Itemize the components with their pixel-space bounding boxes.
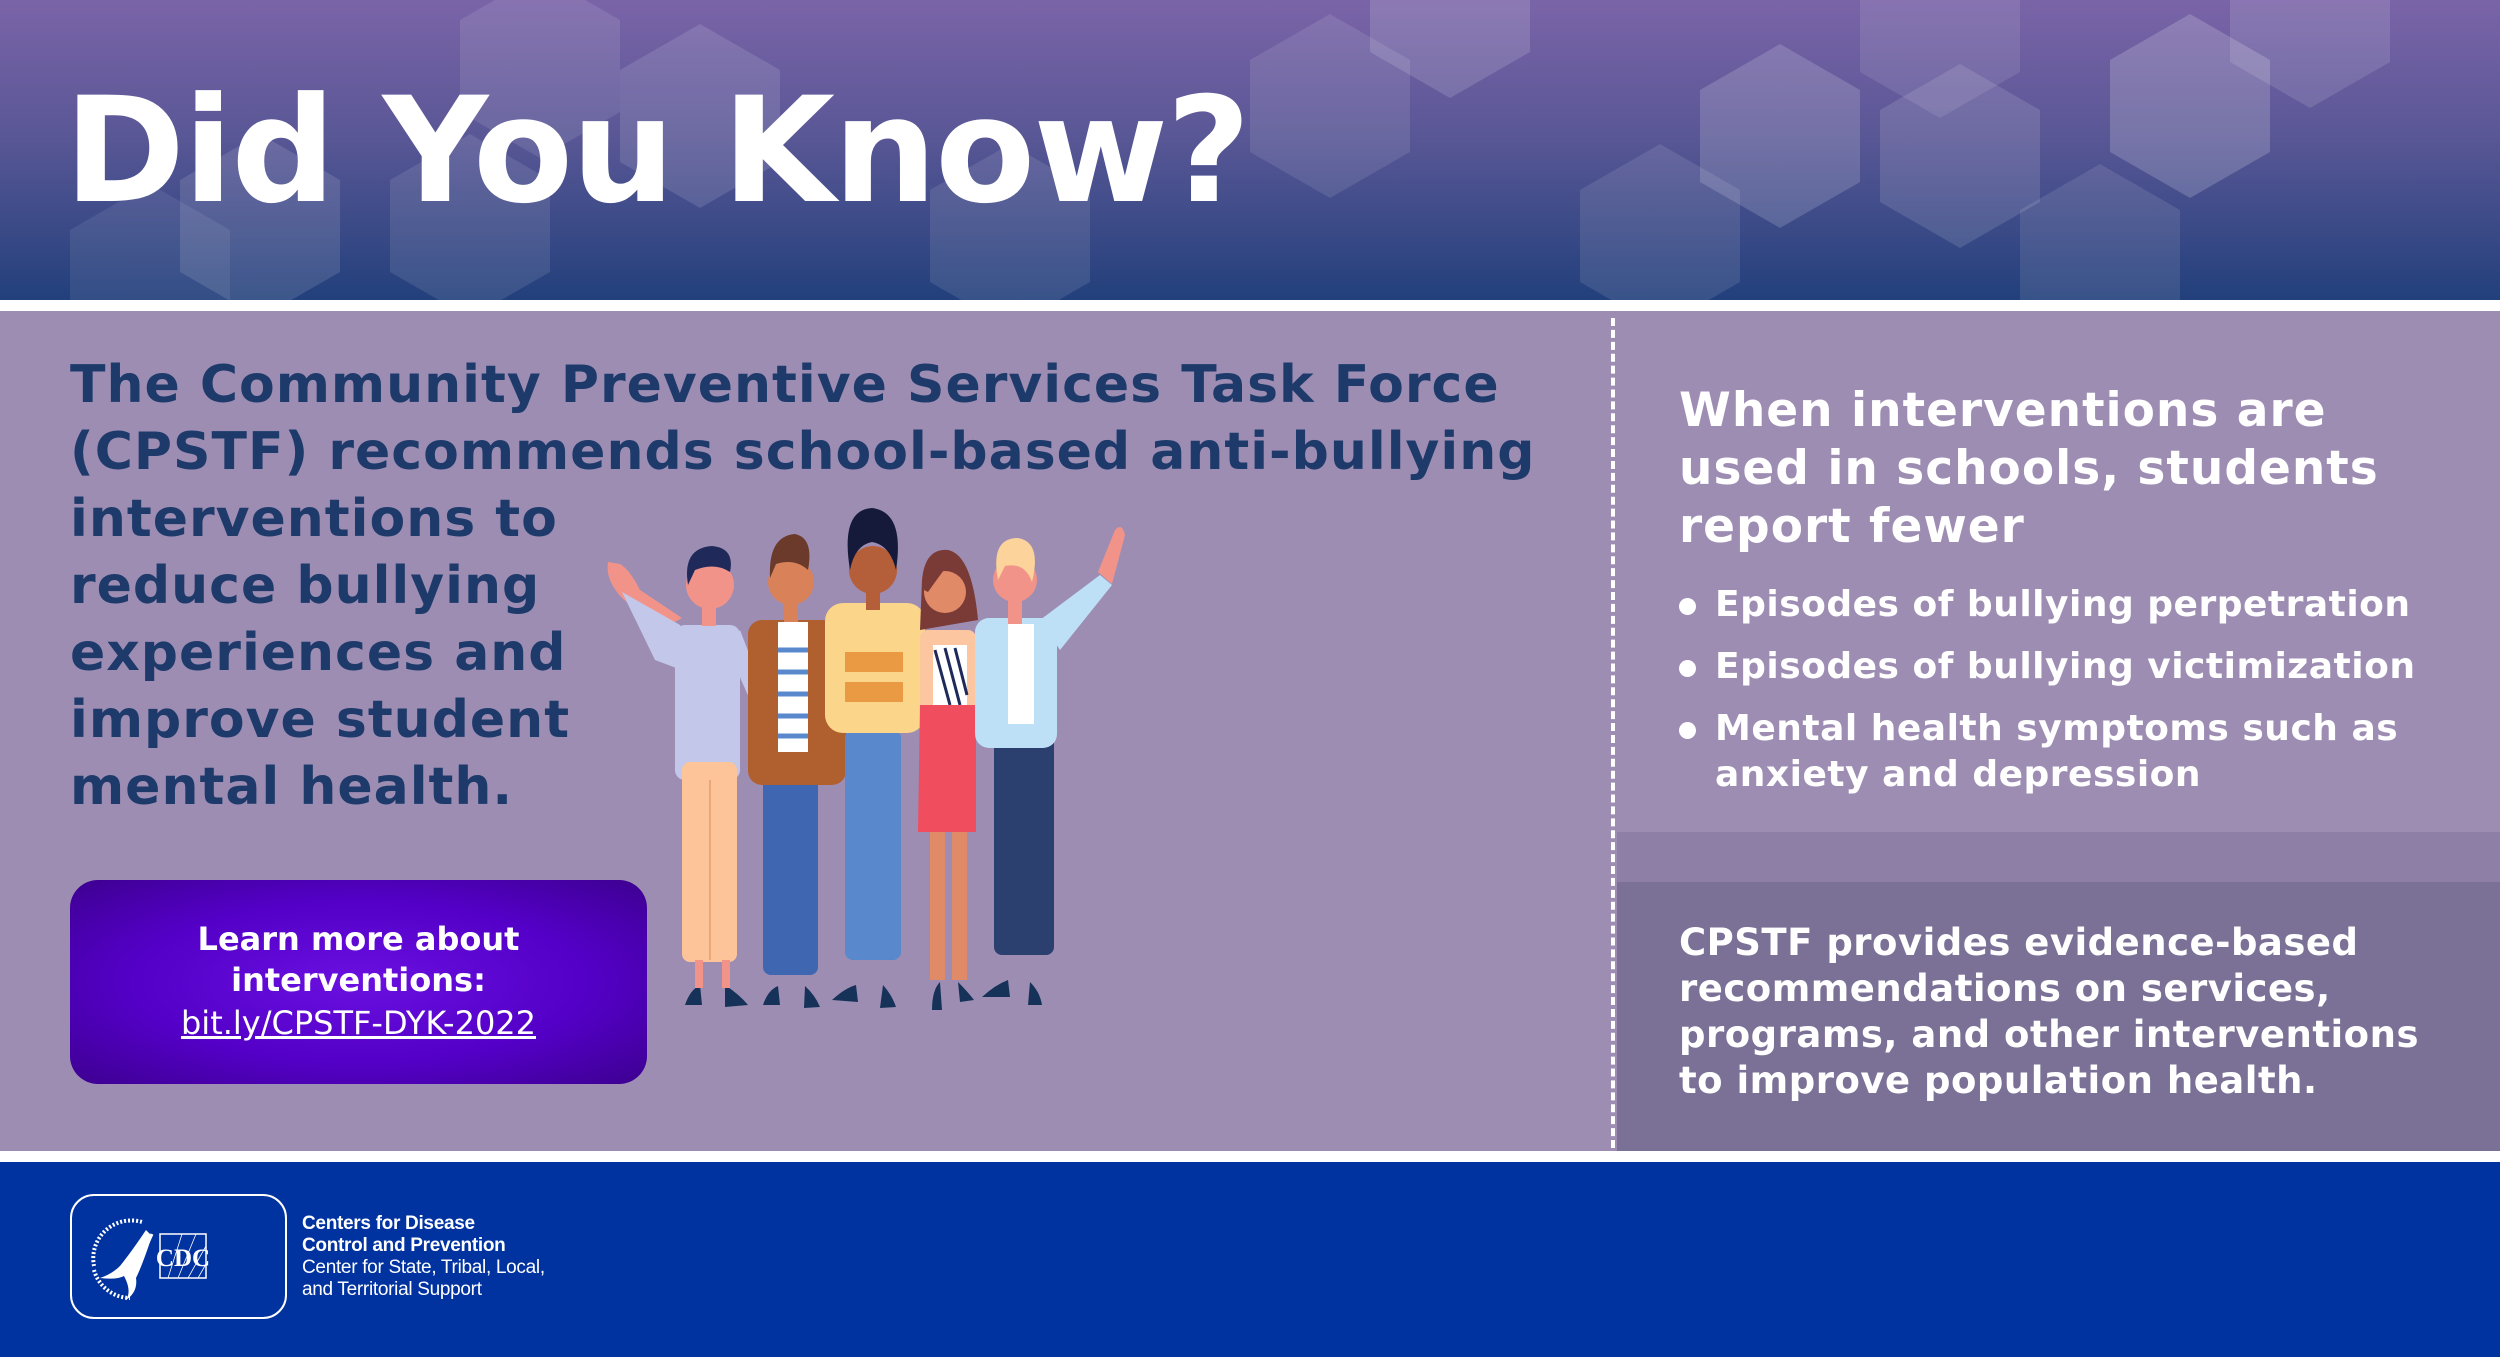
cdc-logo-text: CDC	[156, 1245, 210, 1272]
hhs-cdc-logo: CDC	[70, 1194, 287, 1319]
footer-org-text: Centers for Disease Control and Preventi…	[302, 1213, 545, 1301]
org-center-line: and Territorial Support	[302, 1279, 482, 1300]
list-item-text: Episodes of bullying perpetration	[1715, 584, 2411, 625]
list-item: Episodes of bullying victimization	[1679, 644, 2479, 690]
people-illustration	[607, 508, 1125, 1010]
results-heading: When interventions are used in schools, …	[1679, 382, 2479, 556]
learn-more-label: interventions:	[231, 961, 486, 999]
person-illustration	[825, 508, 925, 1008]
recommendation-line: interventions to	[70, 489, 558, 549]
learn-more-link[interactable]: bit.ly/CPSTF-DYK-2022	[180, 1004, 537, 1042]
results-heading-line: used in schools, students	[1679, 441, 2379, 496]
panel-band	[1617, 832, 2500, 882]
about-text: CPSTF provides evidence-based recommenda…	[1679, 920, 2479, 1104]
bullet-icon	[1679, 598, 1696, 615]
list-item: Episodes of bullying perpetration	[1679, 582, 2479, 628]
bullet-icon	[1679, 660, 1696, 677]
person-illustration	[748, 534, 846, 1008]
learn-more-button[interactable]: Learn more about interventions: bit.ly/C…	[70, 880, 647, 1084]
recommendation-line: improve student	[70, 690, 571, 750]
list-item-text: Mental health symptoms such as anxiety a…	[1715, 708, 2399, 795]
about-line: to improve population health.	[1679, 1059, 2318, 1102]
divider-top	[0, 300, 2500, 311]
org-name-line: Centers for Disease	[302, 1213, 475, 1234]
recommendation-line: reduce bullying	[70, 556, 541, 616]
hexagon-pattern	[70, 0, 2390, 300]
list-item: Mental health symptoms such as anxiety a…	[1679, 706, 2479, 798]
recommendation-text: The Community Preventive Services Task F…	[70, 352, 1610, 821]
person-illustration	[918, 549, 978, 1010]
recommendation-line: experiences and	[70, 623, 567, 683]
footer	[0, 1162, 2500, 1357]
learn-more-label: Learn more about	[197, 920, 520, 958]
cdc-logo-icon	[159, 1233, 207, 1279]
about-panel	[1617, 882, 2500, 1151]
person-illustration	[607, 546, 765, 1007]
results-list: Episodes of bullying perpetration Episod…	[1679, 582, 2479, 814]
dashed-divider	[1611, 318, 1615, 1148]
org-center-line: Center for State, Tribal, Local,	[302, 1257, 545, 1278]
about-line: CPSTF provides evidence-based	[1679, 921, 2359, 964]
bullet-icon	[1679, 722, 1696, 739]
about-line: programs, and other interventions	[1679, 1013, 2419, 1056]
about-line: recommendations on services,	[1679, 967, 2331, 1010]
recommendation-line: (CPSTF) recommends school-based anti-bul…	[70, 422, 1536, 482]
results-heading-line: report fewer	[1679, 499, 2025, 554]
person-illustration	[975, 526, 1125, 1005]
results-heading-line: When interventions are	[1679, 383, 2327, 438]
results-panel	[1617, 311, 2500, 832]
recommendation-line: mental health.	[70, 757, 514, 817]
hhs-eagle-icon: CDC	[91, 1218, 210, 1300]
page-title: Did You Know?	[64, 66, 1251, 236]
list-item-text: Episodes of bullying victimization	[1715, 646, 2416, 687]
divider-bottom	[0, 1151, 2500, 1162]
header-banner: Did You Know?	[0, 0, 2500, 300]
org-name-line: Control and Prevention	[302, 1235, 506, 1256]
recommendation-line: The Community Preventive Services Task F…	[70, 355, 1500, 415]
